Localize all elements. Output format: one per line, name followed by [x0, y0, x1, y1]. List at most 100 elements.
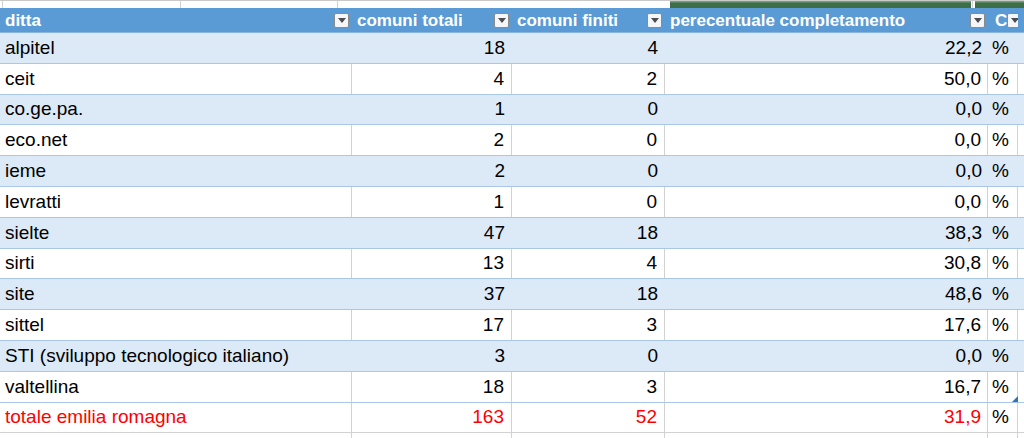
partial-row-above [0, 0, 1024, 8]
column-header-label: ditta [5, 12, 41, 29]
cell-ditta[interactable]: valtellina [0, 372, 352, 402]
gridline [987, 433, 988, 438]
partial-row-below [0, 433, 1024, 438]
cell-clipped [1018, 64, 1024, 94]
cell-percentuale[interactable]: 0,0 [665, 156, 988, 186]
cell-clipped [1018, 310, 1024, 340]
cell-clipped [1018, 125, 1024, 155]
cell-comuni-totali[interactable]: 3 [352, 341, 512, 371]
cell-percent-sign[interactable]: % [988, 341, 1018, 371]
cell-percentuale[interactable]: 17,6 [665, 310, 988, 340]
cell-percentuale[interactable]: 0,0 [665, 95, 988, 125]
table-row: sirti 13 4 30,8 % [0, 249, 1024, 280]
cell-percent-sign[interactable]: % [988, 33, 1018, 63]
green-filled-cell [670, 1, 971, 8]
cell-comuni-totali[interactable]: 18 [352, 372, 512, 402]
cell-comuni-totali[interactable]: 2 [352, 125, 512, 155]
cell-clipped [1018, 249, 1024, 279]
cell-ditta[interactable]: ceit [0, 64, 352, 94]
cell-percent-sign[interactable]: % [988, 64, 1018, 94]
cell-ditta[interactable]: eco.net [0, 125, 352, 155]
cell-comuni-totali[interactable]: 47 [352, 218, 512, 248]
cell-comuni-finiti[interactable]: 18 [512, 218, 665, 248]
cell-percent-sign[interactable]: % [988, 310, 1018, 340]
column-header-percentuale-completamento[interactable]: perecentuale completamento [665, 8, 988, 32]
gridline [351, 433, 352, 438]
filter-button[interactable] [1007, 13, 1018, 28]
cell-percentuale[interactable]: 0,0 [665, 341, 988, 371]
cell-total-label[interactable]: totale emilia romagna [0, 403, 352, 432]
column-header-comuni-totali[interactable]: comuni totali [352, 8, 512, 32]
cell-ditta[interactable]: sittel [0, 310, 352, 340]
cell-percent-sign[interactable]: % [988, 249, 1018, 279]
cell-comuni-finiti[interactable]: 4 [512, 33, 665, 63]
cell-percent-sign[interactable]: % [988, 279, 1018, 309]
gridline [664, 433, 665, 438]
cell-percentuale[interactable]: 38,3 [665, 218, 988, 248]
cell-percentuale[interactable]: 50,0 [665, 64, 988, 94]
cell-comuni-totali[interactable]: 17 [352, 310, 512, 340]
cell-ditta[interactable]: sirti [0, 249, 352, 279]
cell-comuni-finiti[interactable]: 3 [512, 372, 665, 402]
cell-percentuale[interactable]: 0,0 [665, 125, 988, 155]
cell-percentuale[interactable]: 48,6 [665, 279, 988, 309]
cell-ditta[interactable]: STI (sviluppo tecnologico italiano) [0, 341, 352, 371]
cell-comuni-finiti[interactable]: 18 [512, 279, 665, 309]
column-header-label: comuni finiti [517, 12, 618, 29]
cell-ditta[interactable]: alpitel [0, 33, 352, 63]
cell-comuni-totali[interactable]: 13 [352, 249, 512, 279]
filter-button[interactable] [494, 13, 509, 28]
column-header-ditta[interactable]: ditta [0, 8, 352, 32]
cell-clipped [1018, 403, 1024, 432]
cell-ditta[interactable]: co.ge.pa. [0, 95, 352, 125]
cell-ditta[interactable]: sielte [0, 218, 352, 248]
cell-total-comuni-totali[interactable]: 163 [352, 403, 512, 432]
cell-percent-sign[interactable]: % [988, 95, 1018, 125]
cell-comuni-totali[interactable]: 4 [352, 64, 512, 94]
table-row: sittel 17 3 17,6 % [0, 310, 1024, 341]
cell-comuni-totali[interactable]: 37 [352, 279, 512, 309]
cell-comuni-totali[interactable]: 18 [352, 33, 512, 63]
cell-percent-sign[interactable]: % [988, 218, 1018, 248]
column-header-label: C [995, 12, 1007, 29]
total-row: totale emilia romagna 163 52 31,9 % [0, 403, 1024, 433]
filter-arrow-icon [974, 18, 982, 23]
cell-ditta[interactable]: levratti [0, 187, 352, 217]
cell-comuni-totali[interactable]: 2 [352, 156, 512, 186]
cell-comuni-finiti[interactable]: 0 [512, 341, 665, 371]
table-resize-handle-icon[interactable] [1012, 396, 1018, 402]
cell-percent-sign[interactable]: % [988, 187, 1018, 217]
filter-arrow-icon [651, 18, 659, 23]
cell-comuni-finiti[interactable]: 0 [512, 156, 665, 186]
cell-comuni-totali[interactable]: 1 [352, 187, 512, 217]
cell-comuni-finiti[interactable]: 0 [512, 187, 665, 217]
filter-button[interactable] [970, 13, 985, 28]
cell-percent-sign[interactable]: % [988, 125, 1018, 155]
cell-comuni-finiti[interactable]: 0 [512, 125, 665, 155]
cell-total-comuni-finiti[interactable]: 52 [512, 403, 665, 432]
cell-total-percentuale[interactable]: 31,9 [665, 403, 988, 432]
cell-percentuale[interactable]: 22,2 [665, 33, 988, 63]
column-header-clipped[interactable]: C [988, 8, 1018, 32]
cell-clipped [1018, 372, 1024, 402]
cell-percentuale[interactable]: 30,8 [665, 249, 988, 279]
column-header-label: comuni totali [357, 12, 463, 29]
cell-percent-sign[interactable]: % [988, 403, 1018, 432]
cell-ditta[interactable]: site [0, 279, 352, 309]
cell-ditta[interactable]: ieme [0, 156, 352, 186]
cell-comuni-totali[interactable]: 1 [352, 95, 512, 125]
column-header-label: perecentuale completamento [670, 12, 905, 29]
column-header-comuni-finiti[interactable]: comuni finiti [512, 8, 665, 32]
cell-comuni-finiti[interactable]: 2 [512, 64, 665, 94]
filter-button[interactable] [334, 13, 349, 28]
cell-comuni-finiti[interactable]: 0 [512, 95, 665, 125]
cell-comuni-finiti[interactable]: 3 [512, 310, 665, 340]
cell-percentuale[interactable]: 0,0 [665, 187, 988, 217]
cell-percentuale[interactable]: 16,7 [665, 372, 988, 402]
table-row: ceit 4 2 50,0 % [0, 64, 1024, 95]
filter-button[interactable] [647, 13, 662, 28]
cell-comuni-finiti[interactable]: 4 [512, 249, 665, 279]
spreadsheet: ditta comuni totali comuni finiti perece… [0, 0, 1024, 438]
cell-percent-sign[interactable]: % [988, 156, 1018, 186]
green-filled-cell [975, 1, 1024, 8]
